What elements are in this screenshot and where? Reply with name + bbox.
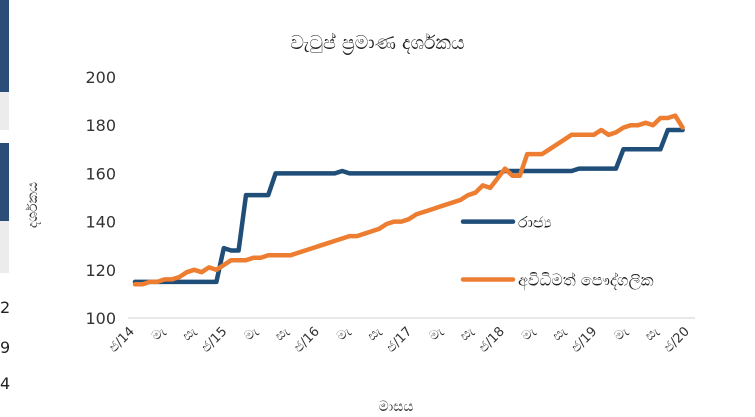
x-tick-label: ජ/20 bbox=[661, 324, 693, 356]
left-edge-number-3: 4 bbox=[0, 374, 11, 393]
x-tick-label: මැ bbox=[611, 324, 631, 344]
x-tick-label: සැ bbox=[272, 324, 292, 344]
left-edge-bar-top bbox=[0, 0, 9, 92]
series-line bbox=[132, 113, 685, 287]
left-edge-panel-bottom bbox=[0, 221, 9, 273]
x-tick-label: මැ bbox=[426, 324, 446, 344]
x-tick-label: ජ/14 bbox=[106, 324, 138, 356]
chart-title: වැටුප් ප්‍රමාණ දර්ශකය bbox=[290, 32, 465, 54]
x-tick-label: ජ/17 bbox=[384, 324, 416, 356]
x-tick-label: සැ bbox=[550, 324, 570, 344]
x-tick-label: සැ bbox=[365, 324, 385, 344]
y-tick-label: 200 bbox=[85, 68, 116, 87]
left-edge-panel-top bbox=[0, 92, 9, 130]
x-tick-label: සැ bbox=[180, 324, 200, 344]
series-line bbox=[132, 127, 685, 285]
x-tick-label: මැ bbox=[519, 324, 539, 344]
x-tick-label: මැ bbox=[149, 324, 169, 344]
x-tick-label: ජ/19 bbox=[569, 324, 601, 356]
y-tick-label: 160 bbox=[85, 164, 116, 183]
y-tick-label: 120 bbox=[85, 261, 116, 280]
left-edge-number-2: 9 bbox=[0, 338, 11, 357]
x-tick-label: සැ bbox=[642, 324, 662, 344]
y-tick-label: 180 bbox=[85, 116, 116, 135]
x-tick-label: මැ bbox=[241, 324, 261, 344]
x-tick-label: සැ bbox=[457, 324, 477, 344]
legend-label: අවිධිමත් පෞද්ගලික bbox=[518, 270, 654, 290]
x-tick-label: මැ bbox=[334, 324, 354, 344]
y-tick-label: 140 bbox=[85, 213, 116, 232]
x-tick-label: ජ/16 bbox=[291, 324, 323, 356]
left-edge-number-1: 2 bbox=[0, 298, 11, 317]
x-tick-label: ජ/18 bbox=[476, 324, 508, 356]
left-edge-bar-bottom bbox=[0, 143, 9, 221]
x-axis-label: මාසය bbox=[378, 399, 414, 415]
x-tick-label: ජ/15 bbox=[199, 324, 231, 356]
y-tick-label: 100 bbox=[85, 309, 116, 328]
legend-label: රාජ්‍ය bbox=[518, 213, 552, 232]
